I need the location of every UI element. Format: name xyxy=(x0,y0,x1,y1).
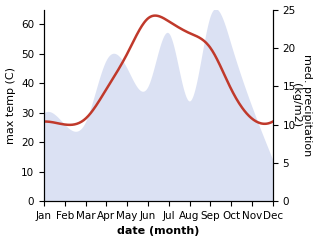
Y-axis label: max temp (C): max temp (C) xyxy=(5,67,16,144)
X-axis label: date (month): date (month) xyxy=(117,227,200,236)
Y-axis label: med. precipitation
(kg/m2): med. precipitation (kg/m2) xyxy=(291,54,313,157)
